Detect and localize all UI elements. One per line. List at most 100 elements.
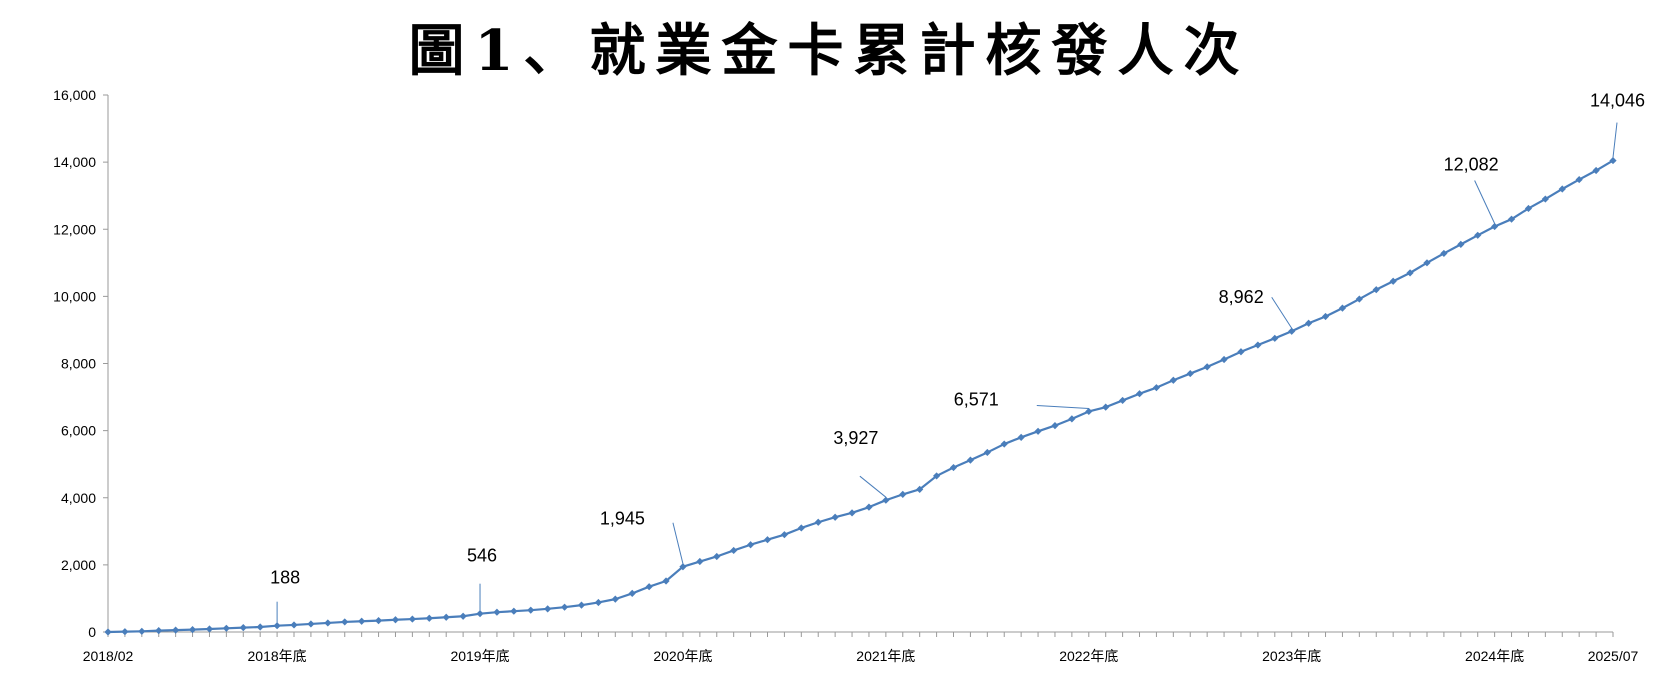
y-tick-label: 4,000 — [61, 490, 96, 506]
data-point — [544, 605, 552, 613]
x-tick-label: 2022年底 — [1059, 648, 1118, 664]
data-point — [138, 627, 146, 635]
data-point — [1102, 403, 1110, 411]
data-label: 12,082 — [1444, 154, 1499, 174]
data-point — [763, 536, 772, 544]
data-label-leader — [672, 522, 684, 564]
data-point — [1440, 249, 1448, 258]
y-tick-label: 2,000 — [61, 557, 96, 573]
data-point — [916, 485, 924, 493]
data-point — [966, 456, 975, 464]
data-point — [780, 531, 789, 539]
data-point — [155, 627, 163, 635]
data-label-leader — [1036, 404, 1089, 409]
data-point — [679, 563, 687, 571]
data-point — [1507, 215, 1516, 223]
data-point — [239, 624, 247, 632]
data-point — [493, 608, 501, 616]
data-point — [1237, 348, 1245, 356]
y-tick-label: 16,000 — [53, 87, 96, 103]
data-point — [882, 496, 890, 504]
data-point — [594, 598, 602, 607]
data-point — [510, 607, 518, 615]
data-point — [222, 624, 230, 632]
y-axis-ticks: 0 2,000 4,000 6,000 8,000 10,000 12,000 14,000 1… — [53, 87, 108, 640]
data-label: 6,571 — [954, 389, 999, 409]
x-tick-label: 2023年底 — [1262, 648, 1321, 664]
data-point — [1051, 421, 1059, 430]
data-point — [696, 557, 704, 566]
data-point — [1034, 427, 1042, 435]
y-tick-label: 8,000 — [61, 356, 96, 372]
y-tick-label: 0 — [88, 624, 96, 640]
data-point — [560, 603, 569, 611]
data-point — [1271, 334, 1279, 342]
data-point — [611, 595, 619, 603]
data-point — [577, 601, 586, 609]
data-point — [1609, 156, 1617, 165]
data-point — [188, 626, 197, 634]
x-tick-label: 2021年底 — [856, 648, 915, 664]
data-point — [1355, 295, 1363, 303]
data-label-leader — [1271, 296, 1293, 329]
data-point — [1524, 204, 1533, 213]
x-tick-label: 2020年底 — [653, 648, 712, 664]
data-point — [1186, 369, 1194, 378]
data-point — [476, 610, 484, 618]
data-label: 188 — [270, 568, 300, 588]
data-point — [1338, 304, 1347, 312]
y-tick-label: 12,000 — [53, 221, 96, 237]
data-point — [172, 626, 180, 634]
x-axis-ticks: 2018/02 2018年底 2019年底 2020年底 2021年底 2022年底 202… — [83, 632, 1639, 664]
data-point — [358, 617, 366, 625]
data-label: 3,927 — [833, 428, 878, 448]
data-point — [1220, 355, 1228, 364]
data-point — [949, 463, 958, 472]
data-point — [104, 628, 112, 636]
x-tick-label: 2018/02 — [83, 648, 134, 664]
data-point — [273, 622, 281, 630]
data-label-leader — [1612, 122, 1618, 158]
data-point — [932, 472, 941, 480]
data-label-leader — [859, 475, 887, 498]
y-tick-label: 6,000 — [61, 423, 96, 439]
data-point — [1558, 185, 1566, 193]
data-point — [865, 503, 873, 511]
data-point — [628, 589, 636, 598]
data-point — [899, 490, 907, 498]
x-tick-label: 2024年底 — [1465, 648, 1524, 664]
data-point — [1305, 319, 1313, 327]
data-point — [983, 448, 991, 457]
chart-title: 圖1、就業金卡累計核發人次 — [408, 18, 1250, 84]
data-point — [1389, 277, 1397, 285]
data-point — [1575, 175, 1583, 184]
data-point — [713, 552, 721, 561]
data-point — [1135, 390, 1144, 398]
data-point — [746, 541, 755, 549]
data-point — [442, 613, 450, 621]
data-point — [730, 546, 738, 555]
data-point — [1406, 269, 1414, 277]
data-point — [1288, 327, 1296, 335]
data-point — [1491, 222, 1499, 231]
data-point — [1000, 440, 1008, 448]
data-point — [205, 625, 214, 633]
data-point — [256, 623, 264, 631]
data-point — [1152, 384, 1161, 392]
data-point — [1592, 166, 1600, 175]
data-point — [1169, 376, 1177, 384]
data-point — [645, 583, 653, 591]
x-tick-label: 2025/07 — [1588, 648, 1639, 664]
data-point — [1372, 286, 1380, 294]
data-point — [797, 524, 805, 532]
data-point — [1017, 433, 1025, 441]
data-label: 8,962 — [1219, 287, 1264, 307]
data-point — [341, 618, 349, 626]
data-label-leader — [1474, 180, 1496, 224]
data-label: 1,945 — [600, 509, 645, 529]
data-point — [662, 577, 670, 585]
data-point — [1085, 407, 1093, 416]
data-point — [1254, 341, 1262, 349]
data-point — [408, 615, 416, 623]
